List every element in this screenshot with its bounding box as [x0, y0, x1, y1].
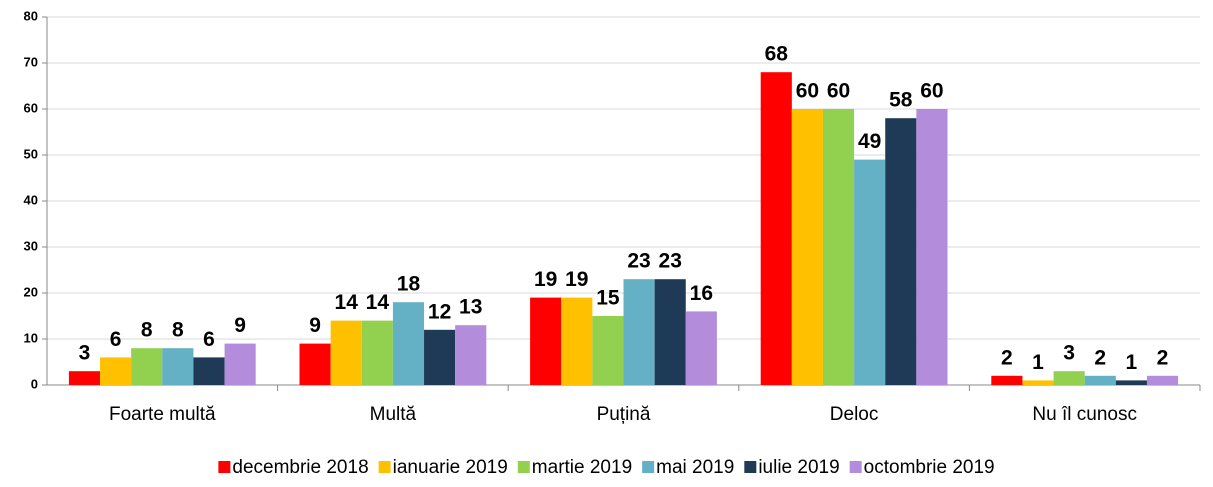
- legend-label: martie 2019: [532, 457, 632, 478]
- y-tick-label: 30: [24, 238, 38, 253]
- x-tick-label: Puțină: [597, 404, 651, 425]
- data-label: 3: [79, 342, 91, 365]
- bar: [1084, 375, 1116, 385]
- data-label: 14: [335, 291, 359, 314]
- data-label: 6: [110, 328, 122, 351]
- bar: [991, 375, 1023, 385]
- data-label: 8: [141, 319, 153, 342]
- y-tick-label: 0: [31, 376, 38, 391]
- legend-swatch: [517, 461, 530, 473]
- data-label: 68: [765, 43, 789, 66]
- y-tick-label: 80: [24, 8, 38, 23]
- bar: [193, 357, 225, 385]
- bar: [592, 316, 624, 385]
- bar: [530, 297, 562, 385]
- y-tick-label: 50: [24, 146, 38, 161]
- data-label: 8: [172, 319, 184, 342]
- data-label: 60: [920, 80, 943, 103]
- bar: [1115, 380, 1147, 385]
- bar: [1146, 375, 1179, 385]
- legend-swatch: [378, 461, 391, 473]
- x-tick-label: Nu îl cunosc: [1032, 404, 1137, 425]
- data-label: 13: [459, 296, 482, 319]
- bar: [100, 357, 132, 385]
- data-label: 23: [659, 250, 682, 273]
- x-tick-label: Foarte multă: [109, 404, 216, 425]
- data-label: 15: [596, 287, 620, 310]
- y-tick-label: 70: [24, 54, 38, 69]
- legend-swatch: [642, 461, 655, 473]
- data-label: 9: [309, 314, 321, 337]
- data-label: 60: [827, 80, 850, 103]
- data-label: 9: [234, 314, 246, 337]
- legend-label: octombrie 2019: [864, 457, 995, 478]
- bar: [885, 118, 917, 385]
- bar: [361, 320, 393, 385]
- bar: [1053, 371, 1085, 385]
- legend-label: decembrie 2018: [232, 457, 368, 478]
- y-tick-label: 60: [24, 100, 38, 115]
- bar: [822, 109, 855, 385]
- data-label: 23: [627, 250, 650, 273]
- data-label: 16: [690, 282, 713, 305]
- bar: [224, 343, 256, 385]
- bar: [654, 279, 686, 385]
- bar: [916, 109, 948, 385]
- y-tick-label: 20: [24, 284, 38, 299]
- data-label: 6: [203, 328, 215, 351]
- data-label: 49: [858, 130, 881, 153]
- y-tick-label: 40: [24, 192, 38, 207]
- bar: [424, 329, 456, 385]
- legend-swatch: [744, 461, 757, 473]
- bar: [791, 109, 823, 385]
- data-label: 1: [1126, 351, 1138, 374]
- legend-label: iulie 2019: [758, 457, 839, 478]
- data-label: 14: [366, 291, 390, 314]
- bar: [561, 297, 593, 385]
- bar: [330, 320, 362, 385]
- data-label: 60: [796, 80, 819, 103]
- bar: [68, 371, 101, 385]
- bar: [162, 348, 194, 385]
- bar: [455, 325, 487, 385]
- data-label: 19: [534, 268, 557, 291]
- bar: [760, 72, 792, 385]
- x-tick-label: Deloc: [830, 404, 879, 425]
- data-label: 58: [889, 89, 913, 112]
- data-label: 18: [397, 273, 421, 296]
- bar: [623, 279, 655, 385]
- bar: [299, 343, 331, 385]
- data-label: 12: [428, 300, 451, 323]
- data-label: 2: [1094, 346, 1106, 369]
- legend-label: ianuarie 2019: [393, 457, 508, 478]
- data-label: 2: [1001, 346, 1013, 369]
- data-label: 2: [1157, 346, 1169, 369]
- data-label: 3: [1063, 342, 1075, 365]
- bar: [392, 302, 425, 385]
- data-label: 1: [1032, 351, 1044, 374]
- data-label: 19: [565, 268, 588, 291]
- x-tick-label: Multă: [370, 404, 417, 425]
- bar: [1022, 380, 1054, 385]
- legend-label: mai 2019: [656, 457, 734, 478]
- bar: [854, 159, 886, 385]
- legend-swatch: [218, 461, 231, 473]
- legend-swatch: [849, 461, 862, 473]
- bar: [685, 311, 717, 385]
- y-tick-label: 10: [24, 330, 38, 345]
- bar: [131, 348, 163, 385]
